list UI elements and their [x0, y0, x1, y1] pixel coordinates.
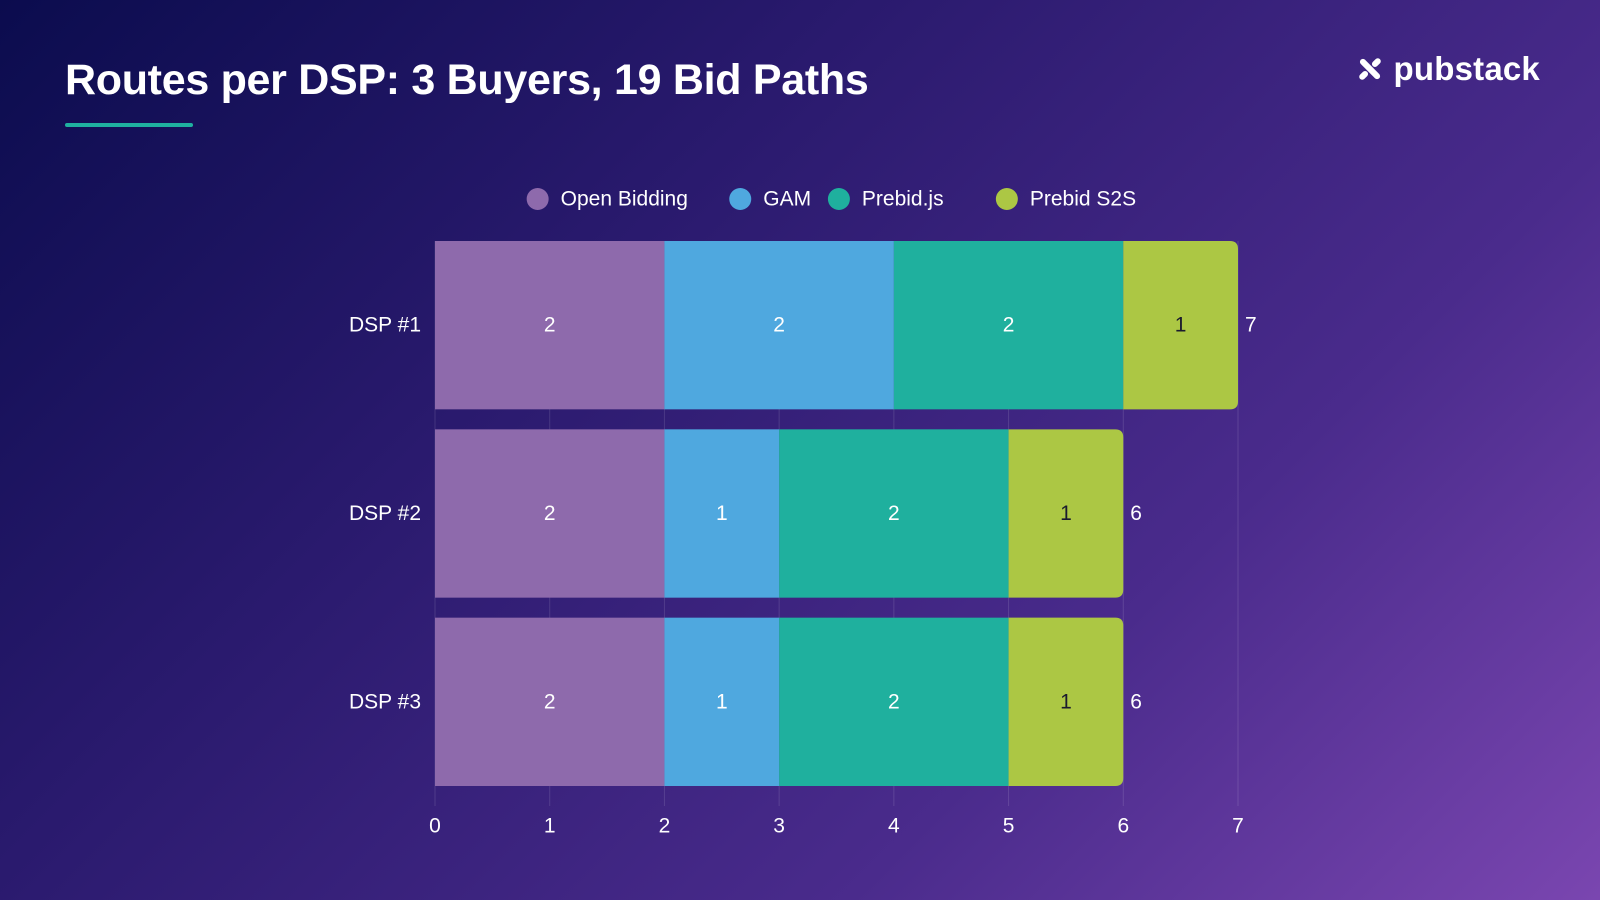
- data-label-dsp-2-prebid-s2s: 1: [1060, 502, 1072, 525]
- title-underline: [65, 123, 193, 127]
- legend-label-prebid-s2s: Prebid S2S: [1030, 188, 1136, 211]
- category-label-dsp-3: DSP #3: [349, 690, 421, 713]
- data-label-dsp-2-gam: 1: [716, 502, 728, 525]
- data-label-dsp-3-prebid-js: 2: [888, 690, 900, 713]
- x-tick-label-7: 7: [1232, 815, 1244, 838]
- bar-dsp-2-prebid-s2s: [1008, 429, 1124, 598]
- data-label-dsp-1-gam: 2: [773, 314, 785, 337]
- category-label-dsp-1: DSP #1: [349, 314, 421, 337]
- total-label-dsp-1: 7: [1245, 314, 1257, 337]
- legend-item-prebid-js: Prebid.js: [827, 188, 944, 211]
- bar-dsp-1-gam: [664, 241, 894, 410]
- data-label-dsp-1-prebid-s2s: 1: [1175, 314, 1187, 337]
- total-label-dsp-2: 6: [1130, 502, 1142, 525]
- bar-dsp-2-gam: [664, 429, 780, 598]
- data-label-dsp-3-gam: 1: [716, 690, 728, 713]
- bar-dsp-1-open-bidding: [435, 241, 665, 410]
- x-tick-label-1: 1: [544, 815, 556, 838]
- category-label-dsp-2: DSP #2: [349, 502, 421, 525]
- bar-dsp-2-open-bidding: [435, 429, 665, 598]
- total-label-dsp-3: 6: [1130, 690, 1142, 713]
- brand: pubstack: [1354, 50, 1540, 88]
- legend-item-open-bidding: Open Bidding: [526, 188, 688, 211]
- legend-swatch-open-bidding: [526, 188, 549, 210]
- legend-label-gam: GAM: [763, 188, 811, 211]
- data-label-dsp-3-prebid-s2s: 1: [1060, 690, 1072, 713]
- data-label-dsp-2-open-bidding: 2: [544, 502, 556, 525]
- data-label-dsp-2-prebid-js: 2: [888, 502, 900, 525]
- bar-dsp-3-prebid-s2s: [1008, 617, 1124, 786]
- bar-dsp-2-prebid-js: [779, 429, 1009, 598]
- legend-swatch-prebid-s2s: [995, 188, 1018, 210]
- x-tick-label-6: 6: [1117, 815, 1129, 838]
- legend: Open Bidding GAM Prebid.js Prebid S2S: [526, 188, 1136, 211]
- bar-dsp-1-prebid-js: [893, 241, 1124, 410]
- axes: DSP #1 DSP #2 DSP #3 0 1 2 3 4 5 6 7: [349, 314, 1244, 838]
- legend-swatch-gam: [729, 188, 752, 210]
- pubstack-logo-icon: [1358, 58, 1381, 80]
- legend-label-prebid-js: Prebid.js: [862, 188, 944, 211]
- bar-dsp-3-gam: [664, 617, 780, 786]
- legend-swatch-prebid-js: [827, 188, 850, 210]
- bars: [435, 241, 1238, 786]
- legend-item-gam: GAM: [729, 188, 811, 211]
- legend-item-prebid-s2s: Prebid S2S: [995, 188, 1136, 211]
- x-tick-label-5: 5: [1003, 815, 1015, 838]
- brand-name: pubstack: [1393, 50, 1540, 87]
- bar-dsp-3-open-bidding: [435, 617, 665, 786]
- x-tick-label-2: 2: [659, 815, 671, 838]
- legend-label-open-bidding: Open Bidding: [561, 188, 688, 211]
- data-label-dsp-1-open-bidding: 2: [544, 314, 556, 337]
- bar-dsp-1-prebid-s2s: [1123, 241, 1238, 410]
- data-label-dsp-1-prebid-js: 2: [1003, 314, 1015, 337]
- bar-dsp-3-prebid-js: [779, 617, 1009, 786]
- data-labels: 2 2 2 1 7 2 1 2 1 6 2 1 2 1 6: [544, 314, 1257, 714]
- x-tick-label-0: 0: [429, 815, 441, 838]
- x-tick-label-3: 3: [773, 815, 785, 838]
- x-tick-label-4: 4: [888, 815, 900, 838]
- page-title: Routes per DSP: 3 Buyers, 19 Bid Paths: [65, 56, 869, 104]
- data-label-dsp-3-open-bidding: 2: [544, 690, 556, 713]
